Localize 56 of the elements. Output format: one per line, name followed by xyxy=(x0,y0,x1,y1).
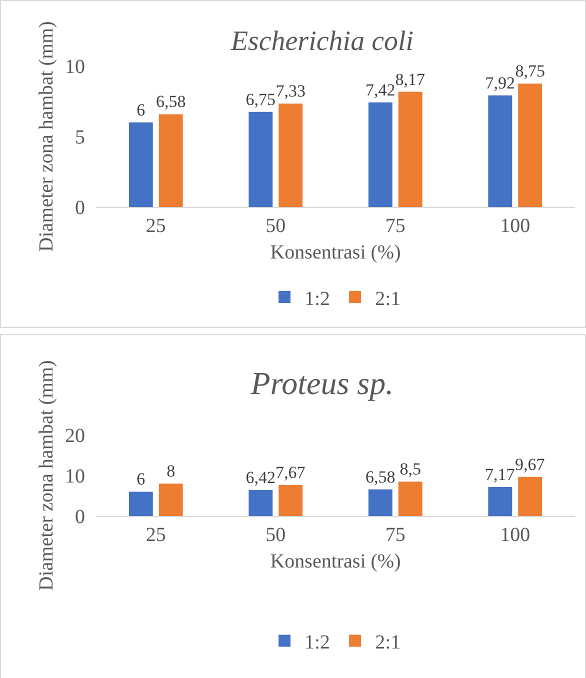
x-tick-label: 25 xyxy=(146,215,166,237)
bar xyxy=(278,104,303,207)
y-tick-label: 0 xyxy=(75,506,85,528)
data-label: 6,58 xyxy=(156,92,186,112)
x-tick-label: 25 xyxy=(146,524,166,546)
data-label: 7,92 xyxy=(485,73,516,92)
legend-label: 2:1 xyxy=(375,288,401,310)
data-label: 7,33 xyxy=(276,82,306,101)
y-tick-label: 0 xyxy=(75,197,85,219)
data-label: 6,58 xyxy=(366,467,396,486)
x-axis-title: Konsentrasi (%) xyxy=(270,550,401,572)
legend-label: 2:1 xyxy=(375,632,401,654)
data-label: 6 xyxy=(136,470,146,489)
bar xyxy=(488,486,512,516)
x-tick-label: 75 xyxy=(385,524,406,546)
data-label: 8,75 xyxy=(515,62,545,81)
x-axis-title: Konsentrasi (%) xyxy=(270,242,401,264)
x-tick-label: 50 xyxy=(266,524,286,546)
y-axis-title: Diameter zona hambat (mm) xyxy=(36,21,58,252)
data-label: 7,42 xyxy=(366,80,396,100)
bar xyxy=(398,92,422,207)
data-label: 6 xyxy=(136,100,146,120)
chart-title: Proteus sp. xyxy=(250,365,394,402)
bar xyxy=(248,112,273,207)
data-label: 8 xyxy=(166,462,176,481)
legend-label: 1:2 xyxy=(304,632,330,654)
bar xyxy=(128,492,153,516)
data-label: 7,67 xyxy=(275,462,306,482)
x-tick-label: 100 xyxy=(500,524,530,546)
y-tick-label: 5 xyxy=(75,126,85,148)
data-label: 7,17 xyxy=(485,464,516,484)
y-axis-title: Diameter zona hambat (mm) xyxy=(36,360,58,591)
bar xyxy=(398,482,422,516)
y-tick-label: 10 xyxy=(65,56,85,78)
bar xyxy=(248,490,273,516)
bar xyxy=(488,95,512,207)
data-label: 6,75 xyxy=(246,90,276,109)
bar xyxy=(278,484,303,516)
bar xyxy=(368,102,392,207)
y-tick-label: 20 xyxy=(65,425,85,447)
bar xyxy=(518,84,542,207)
data-label: 8,5 xyxy=(400,460,421,479)
data-label: 9,67 xyxy=(514,454,546,474)
x-tick-label: 50 xyxy=(266,215,286,237)
y-tick-label: 10 xyxy=(65,466,85,488)
data-label: 8,17 xyxy=(395,70,426,89)
data-label: 6,42 xyxy=(246,468,276,487)
chart-title: Escherichia coli xyxy=(230,26,414,57)
bar xyxy=(518,476,542,516)
bar xyxy=(158,484,183,516)
legend-label: 1:2 xyxy=(304,288,330,310)
bar xyxy=(368,489,392,516)
bar xyxy=(128,122,153,207)
x-tick-label: 100 xyxy=(500,215,530,237)
bar xyxy=(158,114,183,207)
x-tick-label: 75 xyxy=(385,215,406,237)
